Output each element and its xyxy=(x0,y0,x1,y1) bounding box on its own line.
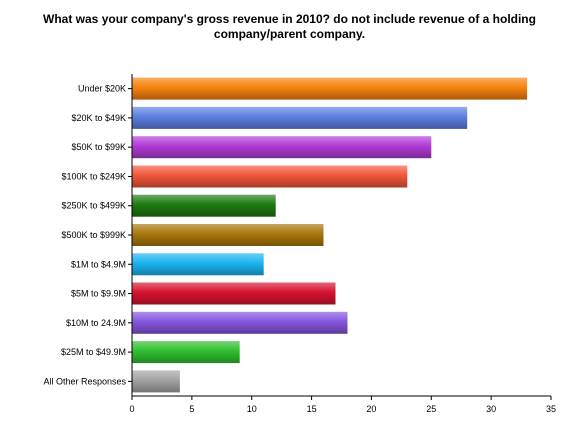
bar-6 xyxy=(132,253,264,276)
bar-0 xyxy=(132,77,528,100)
x-tick-label-4: 20 xyxy=(366,404,376,414)
chart-title-line-2: company/parent company. xyxy=(213,27,366,41)
bar-8 xyxy=(132,311,348,334)
x-tick-label-7: 35 xyxy=(546,404,556,414)
bar-10 xyxy=(132,370,180,393)
bar-1 xyxy=(132,106,468,129)
x-tick-label-0: 0 xyxy=(129,404,134,414)
category-label-5: $500K to $999K xyxy=(61,230,126,240)
bar-3 xyxy=(132,165,408,188)
x-tick-label-3: 15 xyxy=(307,404,317,414)
bar-4 xyxy=(132,194,276,217)
x-tick-label-6: 30 xyxy=(486,404,496,414)
bars-group xyxy=(132,77,528,393)
category-label-10: All Other Responses xyxy=(43,376,126,386)
category-label-6: $1M to $4.9M xyxy=(71,259,126,269)
category-label-8: $10M to 24.9M xyxy=(66,318,126,328)
bar-2 xyxy=(132,136,432,159)
category-label-7: $5M to $9.9M xyxy=(71,289,126,299)
x-ticks: 0 5 10 15 20 25 30 35 xyxy=(129,396,556,414)
category-label-9: $25M to $49.9M xyxy=(61,347,126,357)
bar-7 xyxy=(132,282,336,305)
category-label-0: Under $20K xyxy=(78,84,126,94)
category-label-3: $100K to $249K xyxy=(61,171,126,181)
chart-title-line-1: What was your company's gross revenue in… xyxy=(43,12,536,26)
x-tick-label-2: 10 xyxy=(247,404,257,414)
category-labels: Under $20K $20K to $49K $50K to $99K $100K … xyxy=(43,84,132,386)
bar-9 xyxy=(132,341,240,364)
x-tick-label-1: 5 xyxy=(189,404,194,414)
x-tick-label-5: 25 xyxy=(426,404,436,414)
chart-title: What was your company's gross revenue in… xyxy=(0,12,579,42)
bar-5 xyxy=(132,224,324,246)
category-label-1: $20K to $49K xyxy=(71,113,126,123)
category-label-4: $250K to $499K xyxy=(61,201,126,211)
category-label-2: $50K to $99K xyxy=(71,142,126,152)
